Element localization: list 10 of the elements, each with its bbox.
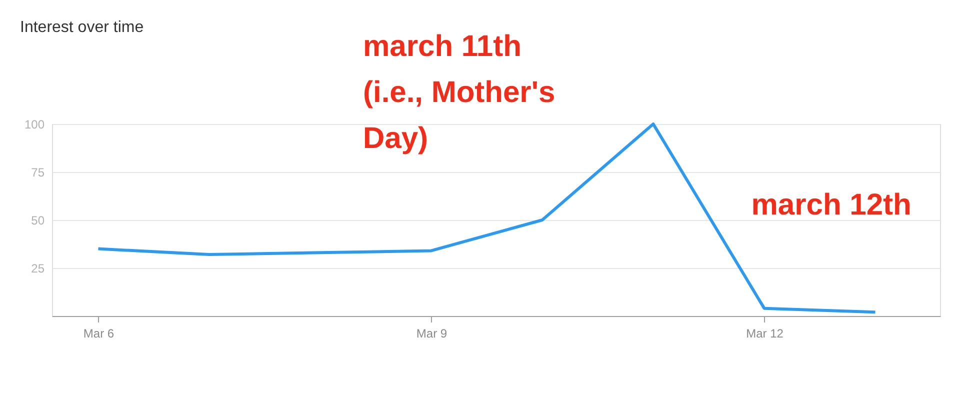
y-tick-label: 25 [31,262,45,276]
y-tick-label: 100 [24,118,45,132]
annotation: march 12th [751,188,912,222]
x-tick-label: Mar 6 [83,326,114,340]
x-tick-label: Mar 9 [416,326,448,340]
annotation: march 11th (i.e., Mother's Day) [363,30,556,155]
chart-title: Interest over time [20,19,144,36]
x-tick-label: Mar 12 [746,326,784,340]
y-tick-label: 50 [31,214,45,228]
y-tick-label: 75 [31,166,45,180]
